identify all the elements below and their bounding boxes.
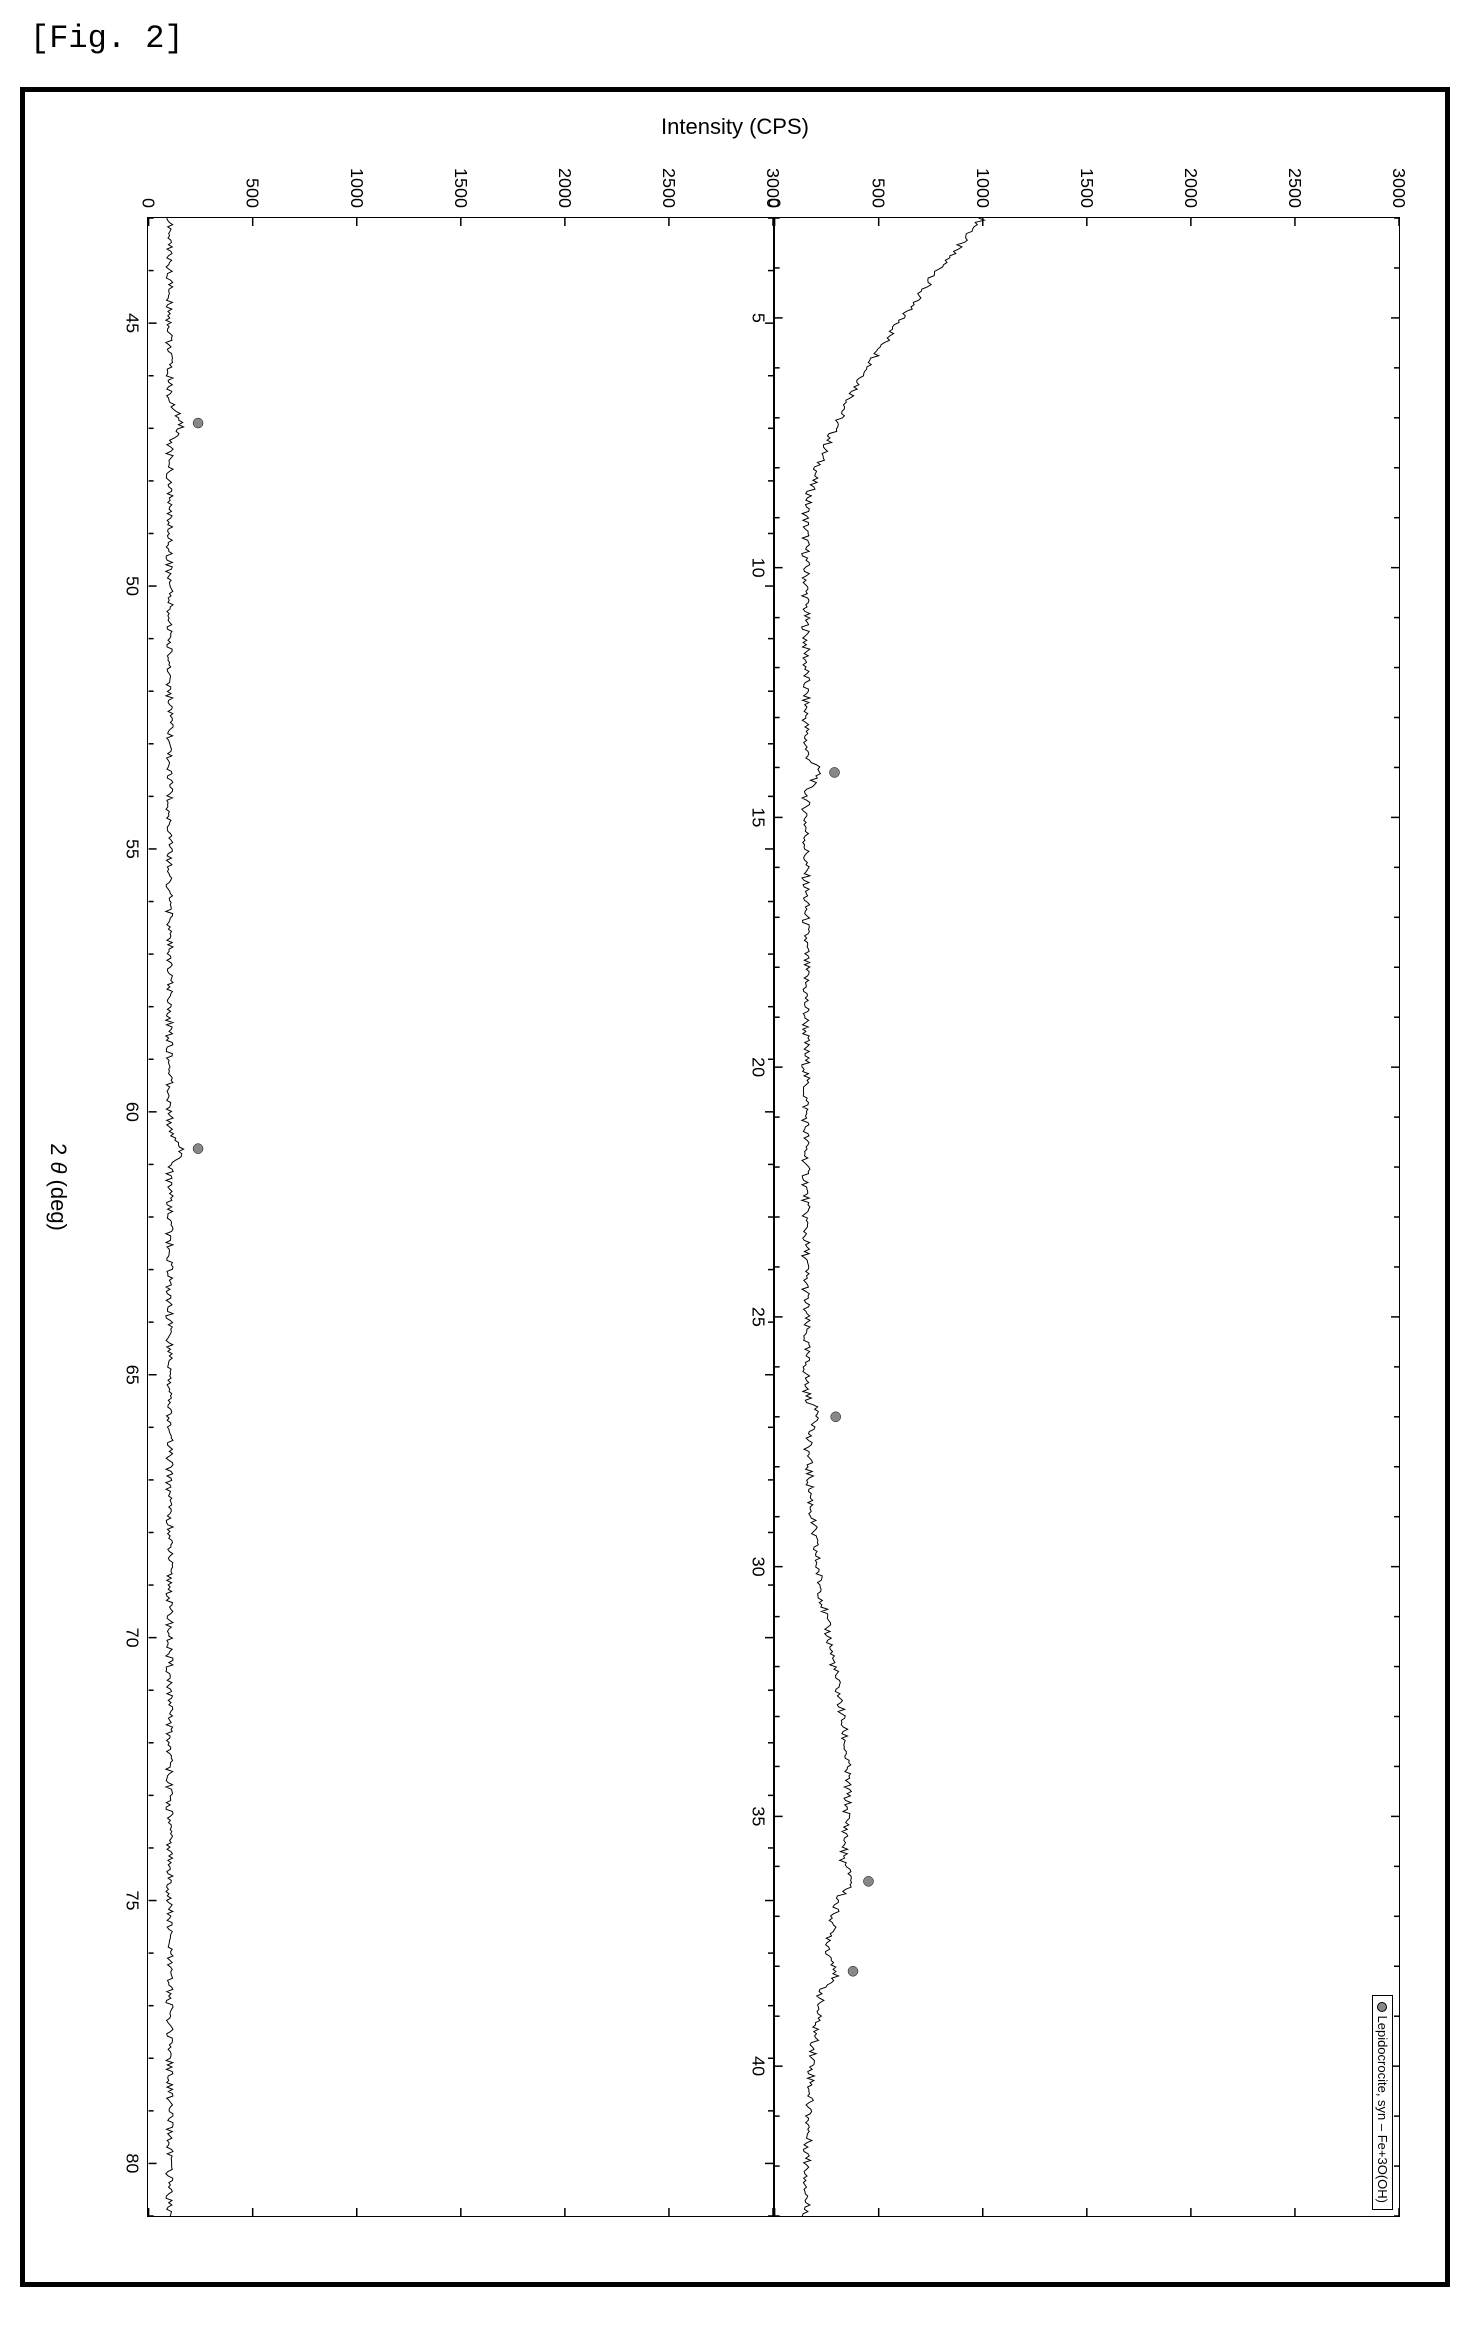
x-tick-label: 65	[122, 1365, 142, 1385]
diffraction-trace	[165, 218, 183, 2216]
x-tick-label: 55	[122, 839, 142, 859]
y-tick-label: 3000	[763, 168, 783, 208]
x-tick-label: 70	[122, 1628, 142, 1648]
y-tick-label: 2500	[1285, 168, 1305, 208]
y-tick-label: 2000	[1181, 168, 1201, 208]
peak-marker-icon	[848, 1966, 858, 1976]
peak-marker-icon	[831, 1412, 841, 1422]
y-tick-label: 500	[869, 178, 889, 208]
legend-marker-icon	[1378, 2002, 1388, 2012]
peak-marker-icon	[193, 418, 203, 428]
y-tick-label: 2000	[555, 168, 575, 208]
y-tick-label: 1000	[973, 168, 993, 208]
x-axis-label-theta: θ	[46, 1161, 71, 1173]
diffraction-trace	[802, 218, 985, 2216]
xrd-trace-bottom: 4550556065707580050010001500200025003000	[148, 218, 772, 2216]
peak-marker-icon	[829, 767, 839, 777]
rotated-plot-wrapper: Intensity (CPS) 2 θ (deg) Lepidocrocite,…	[30, 97, 1440, 2277]
x-tick-label: 75	[122, 1891, 142, 1911]
x-tick-label: 80	[122, 2153, 142, 2173]
y-tick-label: 1500	[450, 168, 470, 208]
y-axis-label: Intensity (CPS)	[661, 114, 809, 140]
y-tick-label: 1000	[346, 168, 366, 208]
x-axis-label: 2 θ (deg)	[45, 1143, 71, 1231]
x-axis-label-prefix: 2	[46, 1143, 71, 1161]
y-tick-label: 1500	[1077, 168, 1097, 208]
chart-outer-frame: Intensity (CPS) 2 θ (deg) Lepidocrocite,…	[20, 87, 1450, 2287]
x-tick-label: 45	[122, 313, 142, 333]
x-tick-label: 50	[122, 576, 142, 596]
y-tick-label: 500	[242, 178, 262, 208]
xrd-trace-top: 510152025303540050010001500200025003000	[775, 218, 1399, 2216]
peak-marker-icon	[863, 1876, 873, 1886]
y-tick-label: 2500	[659, 168, 679, 208]
xrd-panel-bottom: 4550556065707580050010001500200025003000	[147, 217, 773, 2217]
x-tick-label: 60	[122, 1102, 142, 1122]
legend-box: Lepidocrocite, syn – Fe+3O(OH)	[1372, 1995, 1393, 2211]
y-tick-label: 0	[138, 198, 158, 208]
xrd-panel-top: Lepidocrocite, syn – Fe+3O(OH) 510152025…	[774, 217, 1400, 2217]
plot-area: Lepidocrocite, syn – Fe+3O(OH) 510152025…	[150, 217, 1400, 2217]
x-axis-label-suffix: (deg)	[46, 1173, 71, 1230]
figure-caption: [Fig. 2]	[30, 20, 1464, 57]
peak-marker-icon	[193, 1144, 203, 1154]
legend-text: Lepidocrocite, syn – Fe+3O(OH)	[1375, 2016, 1390, 2204]
y-tick-label: 3000	[1389, 168, 1409, 208]
